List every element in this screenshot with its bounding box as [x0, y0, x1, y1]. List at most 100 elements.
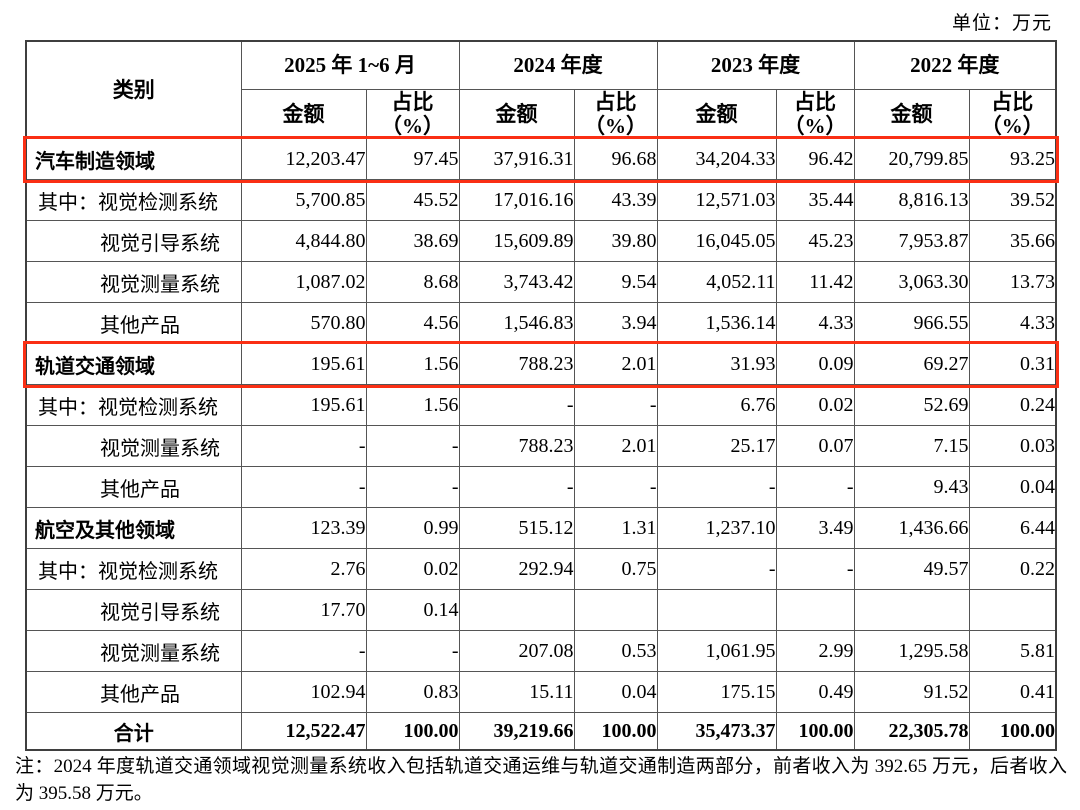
value-cell: - [240, 425, 367, 468]
value-cell: 0.83 [365, 671, 460, 714]
value-cell [775, 589, 855, 632]
value-cell: 17,016.16 [458, 179, 575, 222]
value-cell: 11.42 [775, 261, 855, 304]
header-ratio: 占比 （%） [968, 88, 1057, 140]
value-cell: 9.43 [853, 466, 970, 509]
value-cell: 9.54 [573, 261, 658, 304]
value-cell: 292.94 [458, 548, 575, 591]
value-cell: - [240, 466, 367, 509]
value-cell: 97.45 [365, 138, 460, 181]
value-cell: - [365, 425, 460, 468]
header-ratio: 占比 （%） [573, 88, 658, 140]
value-cell: 1,546.83 [458, 302, 575, 345]
value-cell: 6.76 [656, 384, 777, 427]
value-cell: 45.23 [775, 220, 855, 263]
row-label: 其他产品 [25, 466, 242, 509]
unit-label: 单位：万元 [951, 13, 1052, 34]
value-cell: 0.02 [775, 384, 855, 427]
value-cell: 35.66 [968, 220, 1057, 263]
value-cell: 52.69 [853, 384, 970, 427]
value-cell: 1.31 [573, 507, 658, 550]
value-cell: 12,522.47 [240, 712, 367, 751]
value-cell: 20,799.85 [853, 138, 970, 181]
table-row: 其他产品 570.80 4.56 1,546.83 3.94 1,536.14 4.33 96… [25, 302, 1057, 345]
row-label: 视觉测量系统 [25, 630, 242, 673]
value-cell: 1.56 [365, 384, 460, 427]
total-row: 合计 12,522.47 100.00 39,219.66 100.00 35,473.3… [25, 712, 1057, 751]
row-label: 视觉引导系统 [25, 589, 242, 632]
value-cell: 0.24 [968, 384, 1057, 427]
row-label: 轨道交通领域 [25, 343, 242, 386]
value-cell: 39.52 [968, 179, 1057, 222]
value-cell: 0.02 [365, 548, 460, 591]
value-cell: 6.44 [968, 507, 1057, 550]
value-cell: 4,052.11 [656, 261, 777, 304]
value-cell: 8,816.13 [853, 179, 970, 222]
value-cell: 788.23 [458, 425, 575, 468]
value-cell: 3.94 [573, 302, 658, 345]
value-cell: 4.33 [968, 302, 1057, 345]
value-cell: 39.80 [573, 220, 658, 263]
table-row: 轨道交通领域 195.61 1.56 788.23 2.01 31.93 0.09 69.27… [22, 340, 1060, 388]
value-cell: 1,436.66 [853, 507, 970, 550]
value-cell: 0.04 [573, 671, 658, 714]
value-cell: 1.56 [365, 343, 460, 386]
value-cell: 25.17 [656, 425, 777, 468]
value-cell: 4.56 [365, 302, 460, 345]
value-cell: 49.57 [853, 548, 970, 591]
value-cell: 8.68 [365, 261, 460, 304]
header-row-measures: 金额 占比 （%） 金额 占比 （%） 金额 占比 （%） 金额 占比 （%） [26, 88, 1057, 140]
table-row: 航空及其他领域 123.39 0.99 515.12 1.31 1,237.10 3.49 1… [25, 507, 1057, 550]
value-cell: 69.27 [853, 343, 970, 386]
value-cell: 2.76 [240, 548, 367, 591]
value-cell: 100.00 [573, 712, 658, 751]
value-cell: 31.93 [656, 343, 777, 386]
value-cell: 93.25 [968, 138, 1057, 181]
value-cell [656, 589, 777, 632]
value-cell: 1,237.10 [656, 507, 777, 550]
value-cell: 5.81 [968, 630, 1057, 673]
header-amount: 金额 [853, 88, 970, 140]
value-cell: 207.08 [458, 630, 575, 673]
table-body: 汽车制造领域 12,203.47 97.45 37,916.31 96.68 34,204… [22, 135, 1060, 751]
value-cell: - [573, 384, 658, 427]
header-category: 类别 [25, 40, 242, 140]
value-cell: 175.15 [656, 671, 777, 714]
value-cell: 0.04 [968, 466, 1057, 509]
value-cell: 1,061.95 [656, 630, 777, 673]
row-label: 合计 [25, 712, 242, 751]
value-cell: - [365, 466, 460, 509]
value-cell: 17.70 [240, 589, 367, 632]
value-cell: 12,571.03 [656, 179, 777, 222]
value-cell: 35.44 [775, 179, 855, 222]
value-cell: - [573, 466, 658, 509]
value-cell: 0.99 [365, 507, 460, 550]
row-label: 汽车制造领域 [25, 138, 242, 181]
table-row: 其他产品 - - - - - -9.43 0.04 [25, 466, 1057, 509]
value-cell [853, 589, 970, 632]
value-cell: 100.00 [365, 712, 460, 751]
row-label: 其他产品 [25, 671, 242, 714]
value-cell: 0.49 [775, 671, 855, 714]
table-row: 其中：视觉检测系统 5,700.85 45.52 17,016.16 43.39 12,5… [25, 179, 1057, 222]
value-cell: 2.01 [573, 425, 658, 468]
value-cell: 4,844.80 [240, 220, 367, 263]
value-cell: 4.33 [775, 302, 855, 345]
value-cell: 16,045.05 [656, 220, 777, 263]
table-row: 视觉引导系统 4,844.80 38.69 15,609.89 39.80 16,045.… [25, 220, 1057, 263]
value-cell: 515.12 [458, 507, 575, 550]
header-period-2024: 2024 年度 [458, 40, 658, 90]
value-cell: - [775, 466, 855, 509]
value-cell: 195.61 [240, 384, 367, 427]
table-row: 其中：视觉检测系统 2.76 0.02 292.94 0.75- -49.57 0.22 [25, 548, 1057, 591]
value-cell: 34,204.33 [656, 138, 777, 181]
value-cell: 5,700.85 [240, 179, 367, 222]
table-header: 类别 2025 年 1~6 月 2024 年度 2023 年度 2022 年度 … [25, 40, 1057, 140]
value-cell: 570.80 [240, 302, 367, 345]
value-cell: 3.49 [775, 507, 855, 550]
row-label: 其他产品 [25, 302, 242, 345]
value-cell: 0.07 [775, 425, 855, 468]
value-cell: 12,203.47 [240, 138, 367, 181]
header-period-2022: 2022 年度 [853, 40, 1057, 90]
value-cell: 195.61 [240, 343, 367, 386]
